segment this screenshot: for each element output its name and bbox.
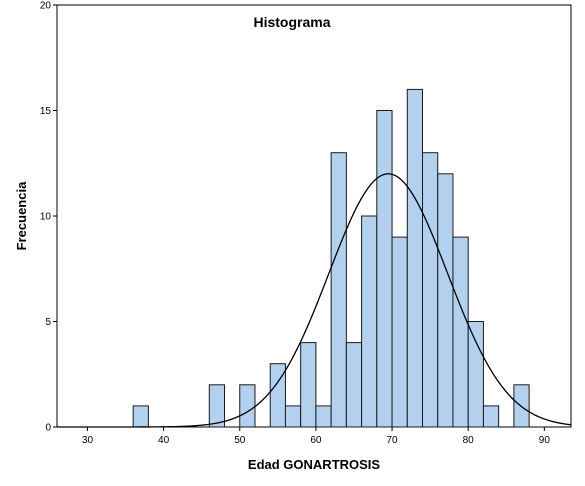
x-tick-label: 90 bbox=[539, 435, 551, 446]
histogram-bar bbox=[376, 110, 393, 428]
histogram-bar bbox=[269, 363, 286, 428]
histogram-bar bbox=[482, 405, 500, 428]
histogram-bar bbox=[391, 236, 408, 428]
histogram-bar bbox=[345, 342, 363, 428]
x-axis: 30 40 50 60 70 80 90 bbox=[82, 427, 550, 446]
histogram-bar bbox=[452, 236, 469, 428]
histogram-bar bbox=[132, 405, 149, 428]
y-tick-label: 0 bbox=[45, 423, 51, 434]
normal-curve bbox=[57, 173, 572, 428]
histogram-bar bbox=[422, 152, 439, 428]
histogram-bar bbox=[315, 405, 332, 428]
bars-group bbox=[132, 88, 530, 428]
x-tick-label: 50 bbox=[234, 435, 246, 446]
histogram-bar bbox=[300, 342, 317, 428]
histogram-bar bbox=[239, 384, 256, 428]
histogram-bar bbox=[208, 384, 226, 428]
y-tick-label: 5 bbox=[45, 317, 51, 328]
y-axis-label: Frecuencia bbox=[14, 181, 29, 250]
chart-title: Histograma bbox=[253, 14, 330, 30]
histogram-bar bbox=[284, 405, 302, 428]
histogram-bar bbox=[467, 321, 484, 428]
y-tick-label: 10 bbox=[40, 212, 52, 223]
x-tick-label: 70 bbox=[386, 435, 398, 446]
x-tick-label: 80 bbox=[463, 435, 475, 446]
x-tick-label: 40 bbox=[158, 435, 170, 446]
histogram-bar bbox=[361, 215, 378, 428]
x-tick-label: 30 bbox=[82, 435, 94, 446]
histogram-bar bbox=[330, 152, 347, 428]
histogram-bar bbox=[406, 88, 424, 428]
y-tick-label: 20 bbox=[40, 1, 52, 12]
y-axis: 0 5 10 15 20 bbox=[40, 1, 57, 434]
x-axis-label: Edad GONARTROSIS bbox=[248, 457, 381, 472]
x-tick-label: 60 bbox=[310, 435, 322, 446]
histogram-bar bbox=[437, 173, 454, 428]
y-tick-label: 15 bbox=[40, 106, 52, 117]
